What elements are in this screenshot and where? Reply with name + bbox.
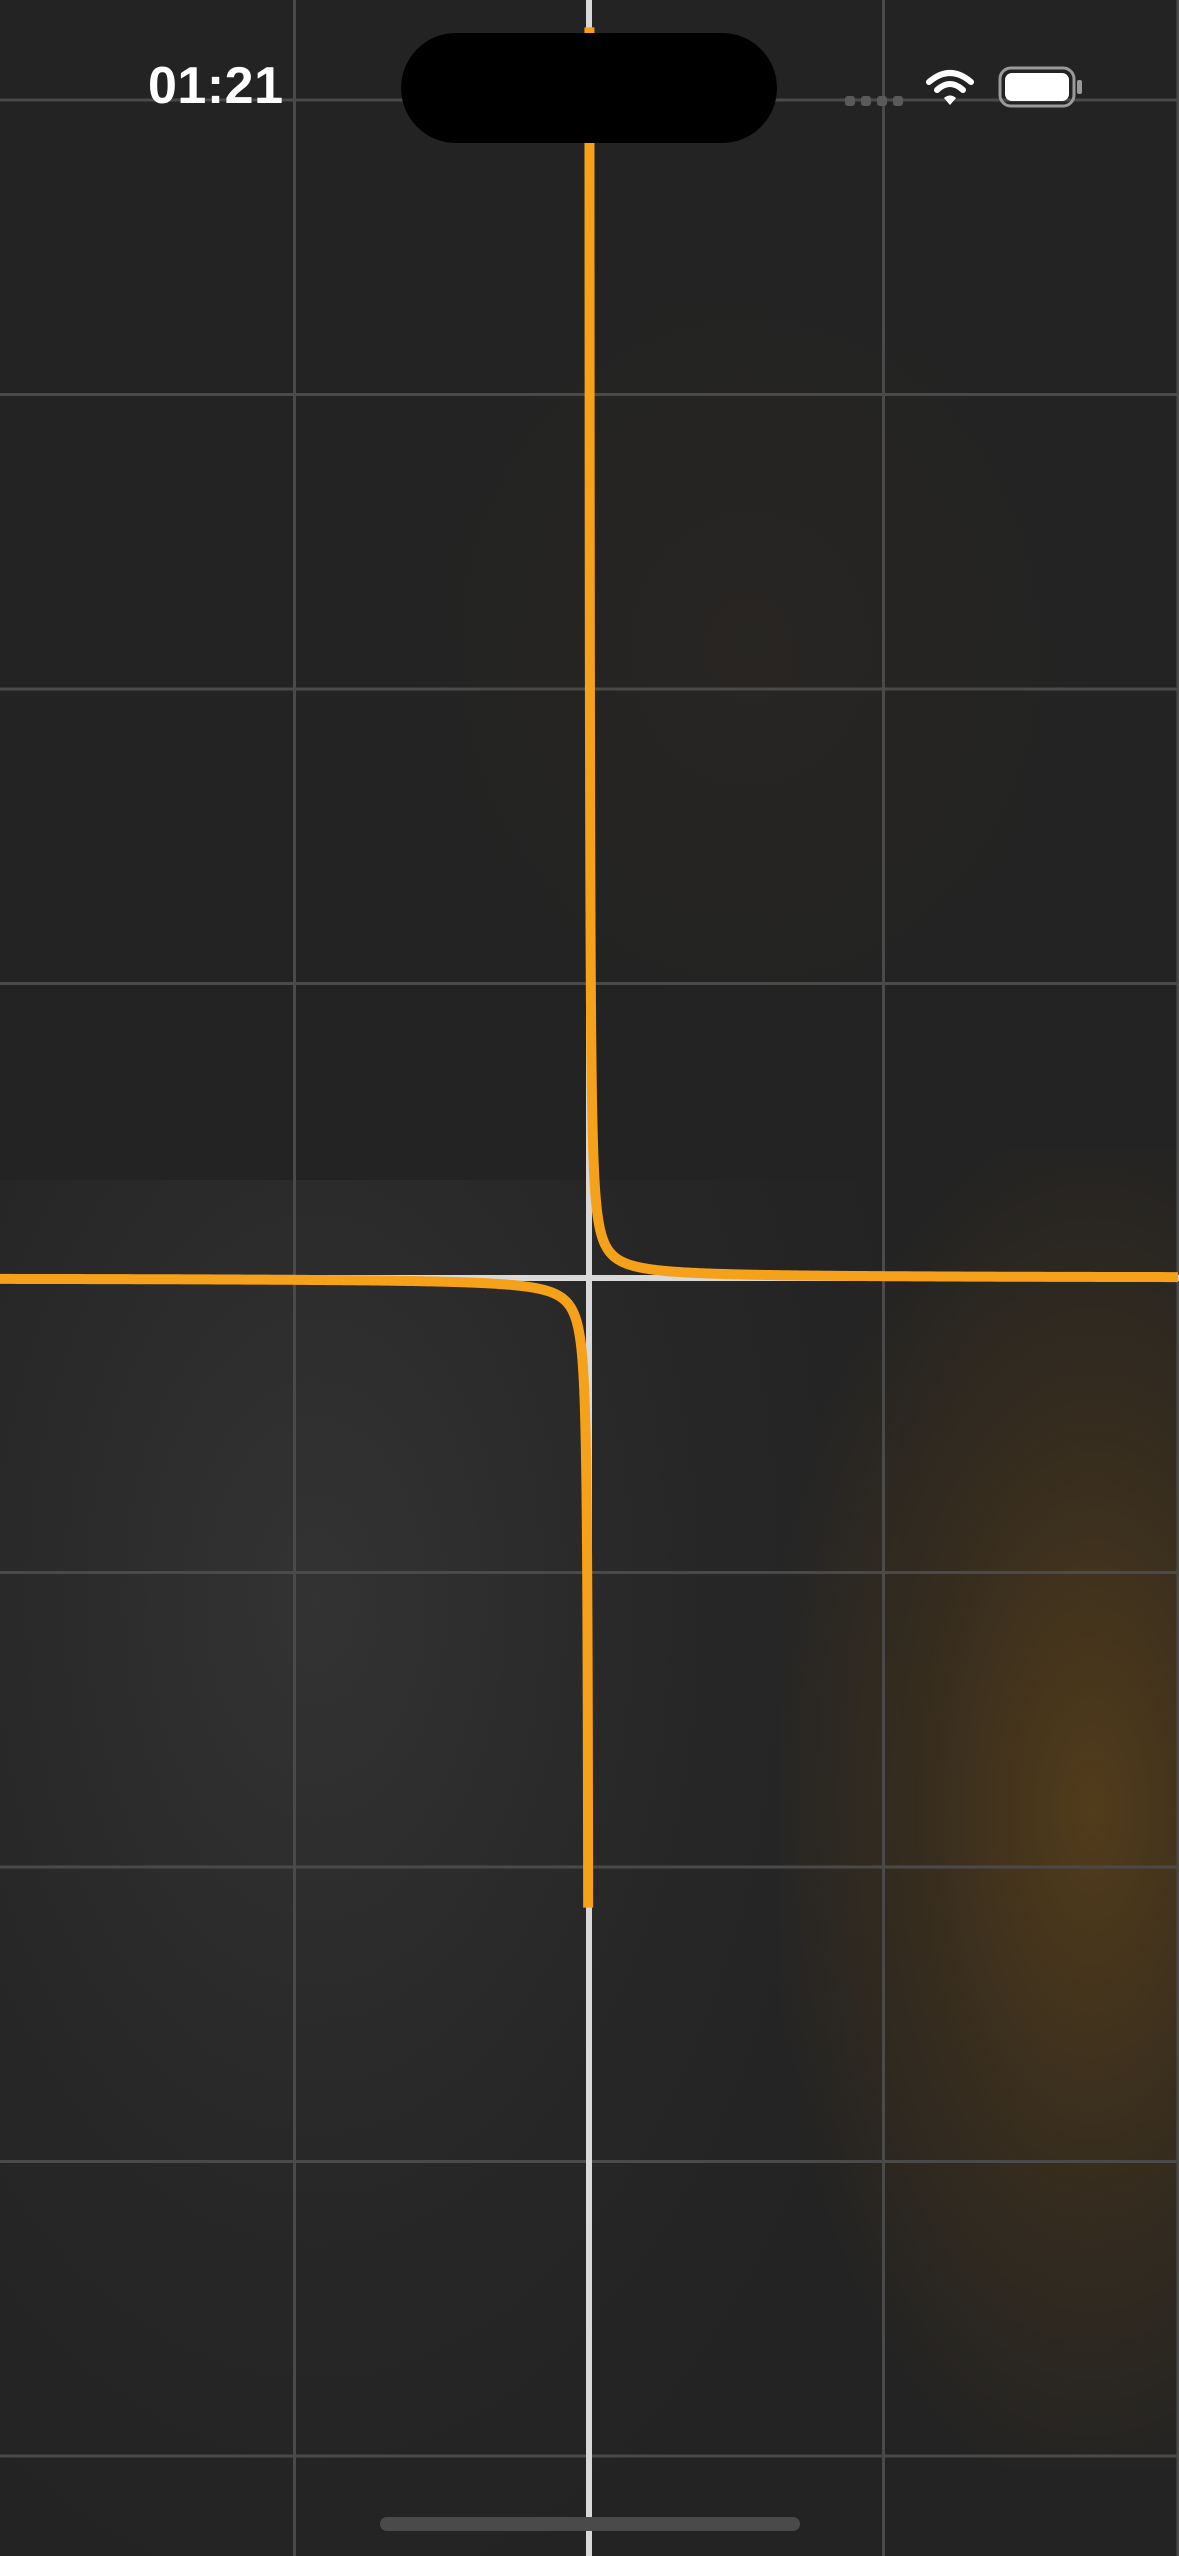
status-bar: 01:21 xyxy=(0,0,1179,175)
dynamic-island xyxy=(401,33,777,143)
cellular-signal-icon xyxy=(845,96,905,106)
function-curve[interactable] xyxy=(0,27,1179,1908)
battery-icon xyxy=(998,66,1082,108)
curve-branch-negative[interactable] xyxy=(0,1273,594,1908)
curve-branch-positive[interactable] xyxy=(584,27,1179,1283)
home-indicator[interactable] xyxy=(380,2517,800,2531)
status-time: 01:21 xyxy=(148,57,284,115)
wifi-icon xyxy=(926,70,974,105)
